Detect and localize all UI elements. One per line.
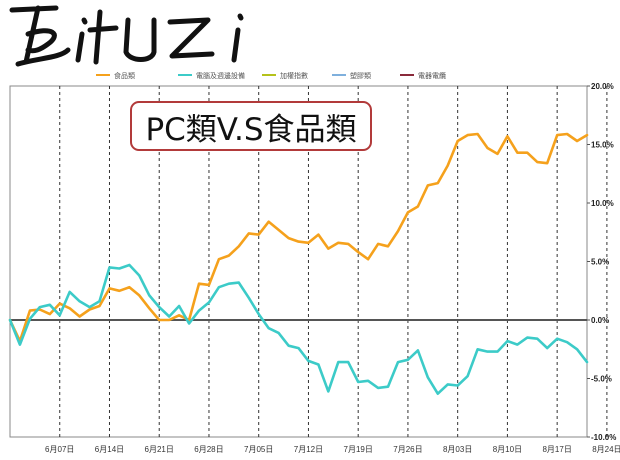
y-tick-label: 20.0% [591,82,614,91]
x-tick-label: 6月14日 [95,445,124,454]
legend-label: 食品類 [114,71,135,80]
x-tick-label: 7月19日 [344,445,373,454]
y-tick-label: 15.0% [591,141,614,150]
x-tick-label: 6月28日 [194,445,223,454]
legend-item: 塑膠類 [332,71,371,80]
legend-label: 塑膠類 [350,71,371,80]
legend-item: 電器電纜 [400,71,446,80]
x-tick-label: 7月26日 [393,445,422,454]
series-line-1 [8,263,589,396]
x-tick-label: 7月12日 [294,445,323,454]
legend-label: 電器電纜 [418,71,446,80]
legend-label: 電腦及週邊設備 [196,71,245,80]
x-tick-label: 8月17日 [542,445,571,454]
y-tick-label: 5.0% [591,258,609,267]
x-tick-label: 8月24日 [592,445,620,454]
y-axis-ticks: 20.0% 15.0% 10.0% 5.0% 0.0% -5.0% -10.0% [587,82,616,442]
chart-title: PC類V.S食品類 [145,111,357,148]
x-tick-label: 8月10日 [493,445,522,454]
chart-title-box: PC類V.S食品類 [130,101,372,151]
chart-series [8,132,589,396]
legend-label: 加權指數 [280,71,308,80]
legend-item: 食品類 [96,71,135,80]
y-tick-label: 10.0% [591,199,614,208]
chart-legend: 食品類 電腦及週邊設備 加權指數 塑膠類 電器電纜 [96,71,446,80]
x-tick-label: 8月03日 [443,445,472,454]
y-tick-label: 0.0% [591,316,609,325]
x-tick-label: 7月05日 [244,445,273,454]
y-tick-label: -5.0% [591,375,612,384]
x-tick-label: 6月07日 [45,445,74,454]
bituzi-logo [9,5,244,67]
legend-item: 加權指數 [262,71,308,80]
y-tick-label: -10.0% [591,433,616,442]
series-line-0 [8,132,589,343]
x-tick-label: 6月21日 [145,445,174,454]
legend-item: 電腦及週邊設備 [178,71,245,80]
x-axis-ticks: 6月07日 6月14日 6月21日 6月28日 7月05日 7月12日 7月19日 7月26日… [45,445,620,454]
